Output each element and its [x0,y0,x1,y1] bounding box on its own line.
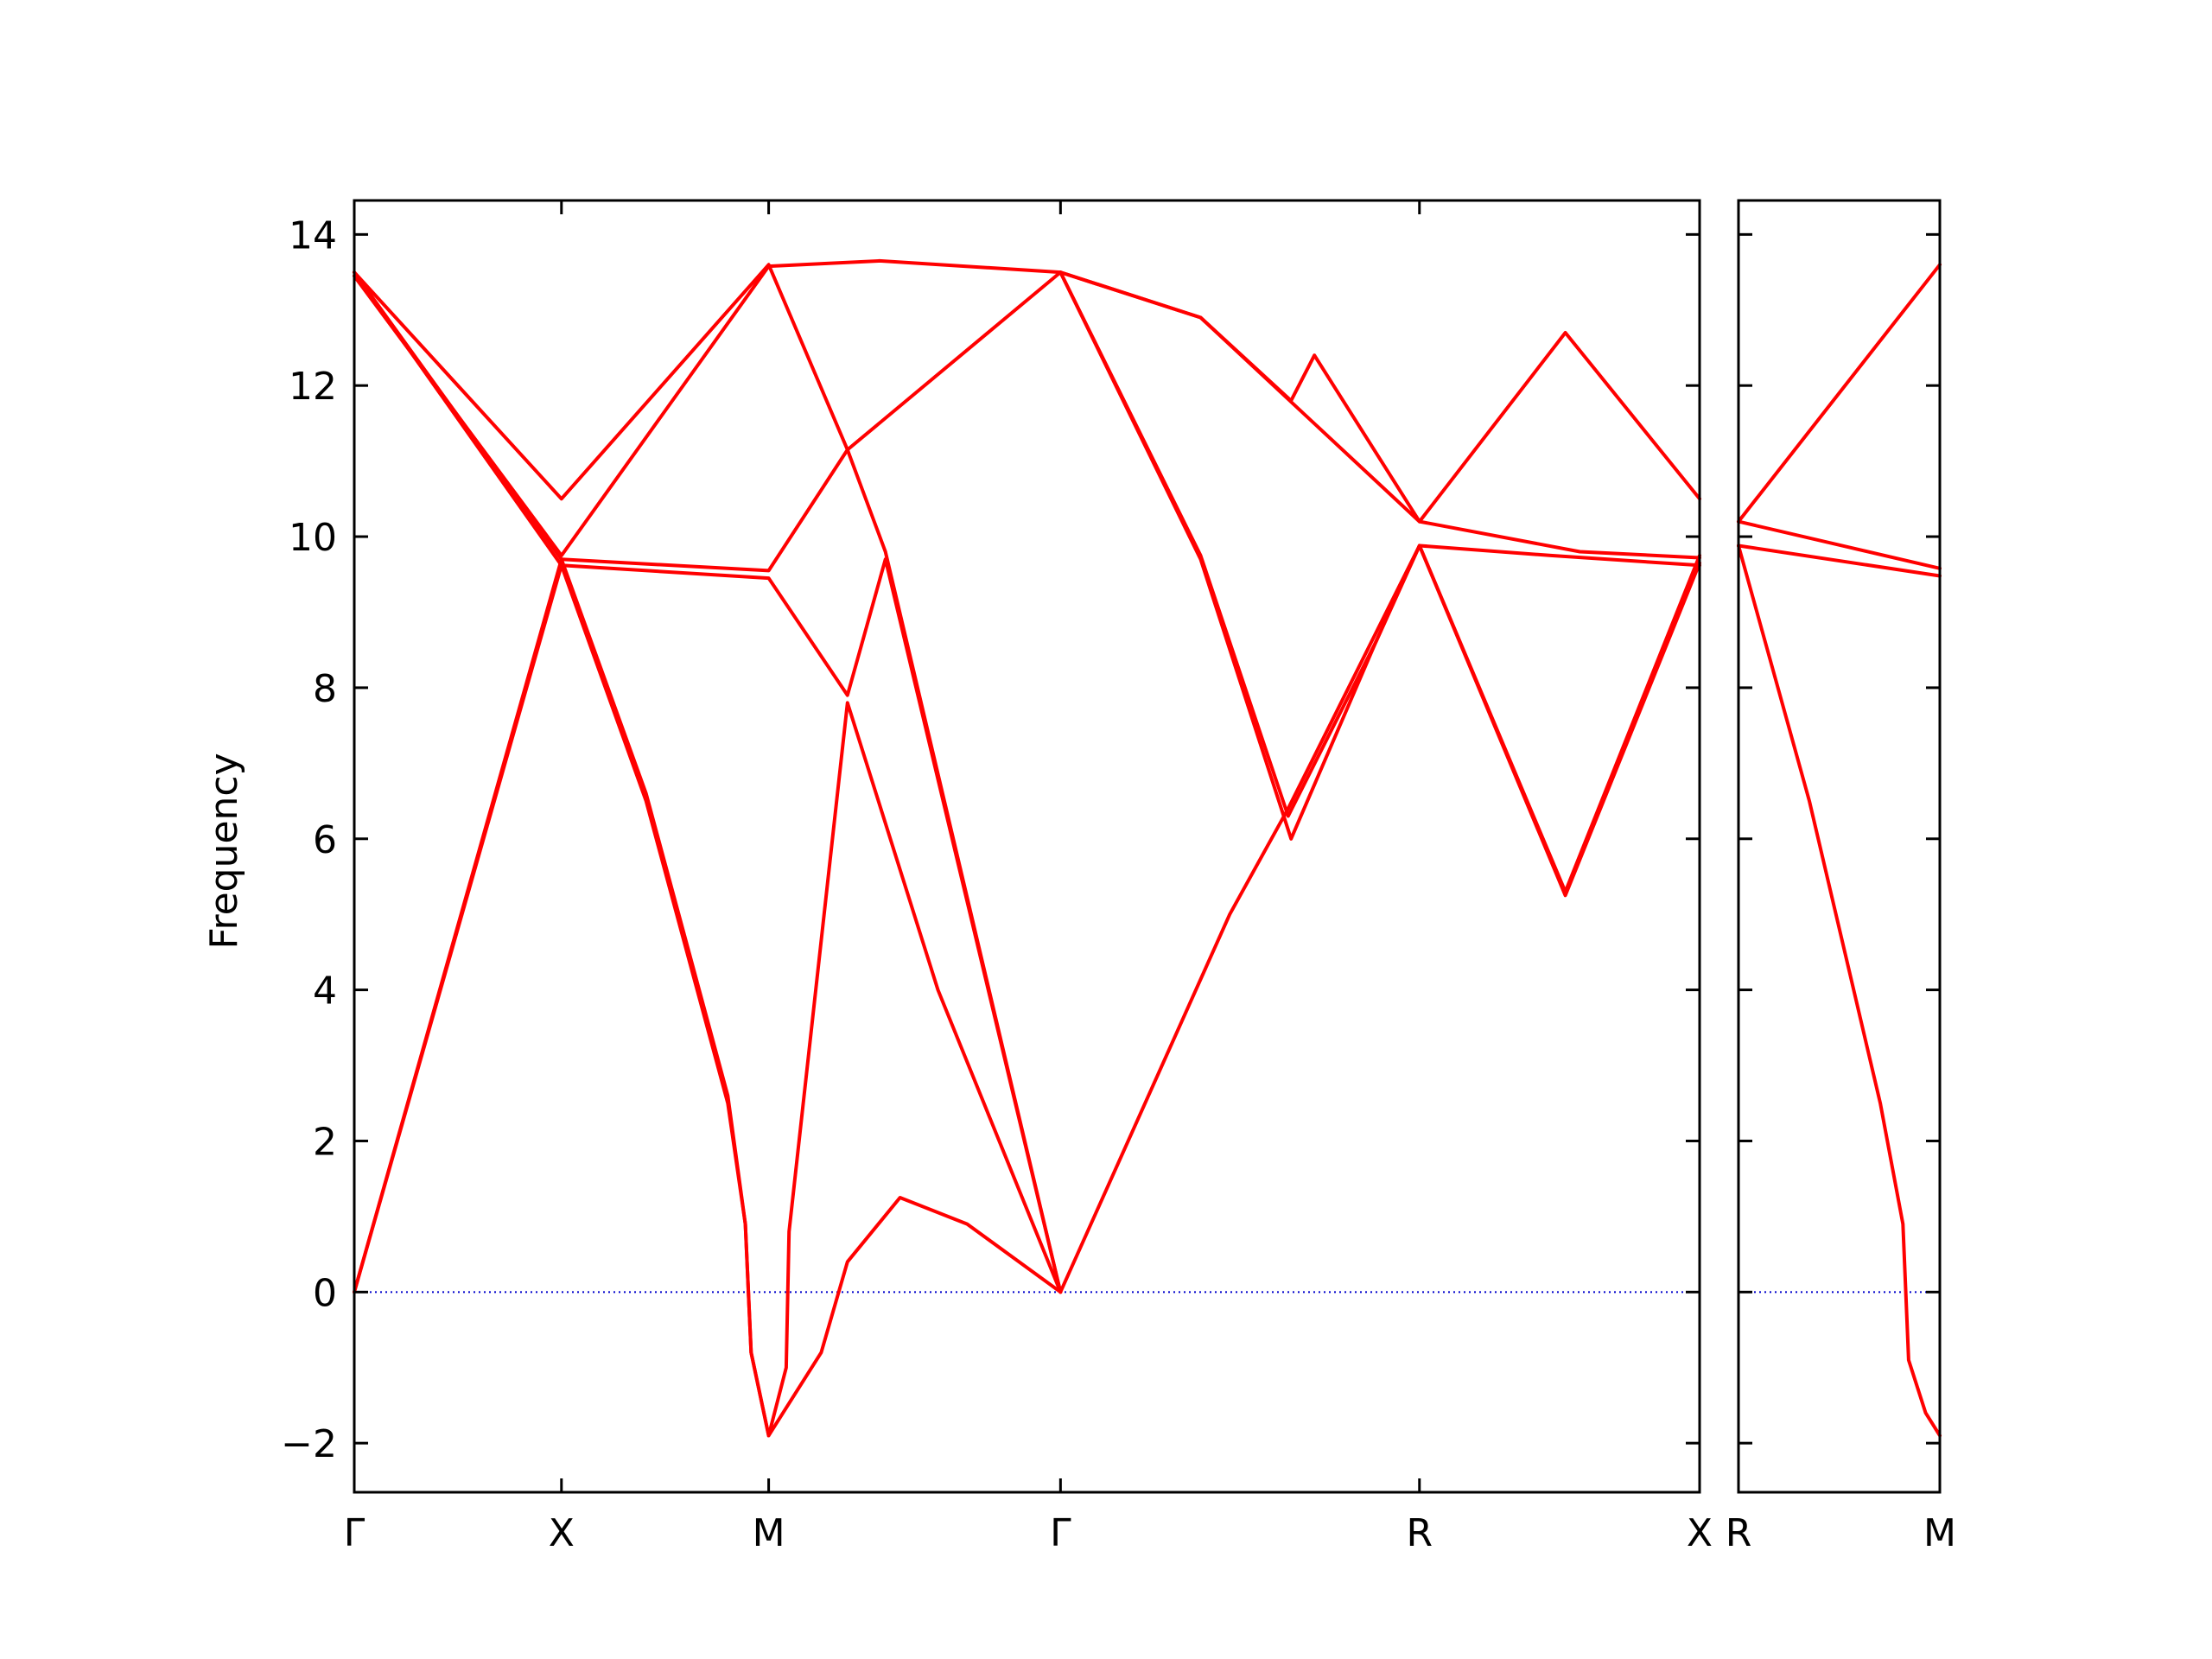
y-tick-label: 0 [313,1271,337,1315]
y-tick-label: 14 [289,213,337,257]
y-tick-label: 12 [289,365,337,409]
x-tick-label: R [1406,1511,1433,1555]
axis-title-layer: Frequency [202,753,246,949]
y-tick-label: 6 [313,818,337,862]
band-line-1 [1737,263,1942,524]
band-line-9 [1058,270,1701,524]
y-tick-label: 10 [289,516,337,560]
plot-frame [1737,199,1942,1494]
band-line-1 [353,270,1063,1294]
band-line-4 [353,270,1063,1438]
x-tick-label: X [1687,1511,1713,1555]
x-tick-label: M [753,1511,785,1555]
y-tick-label: −2 [281,1422,337,1466]
band-line-8 [1058,543,1701,1294]
x-tick-label: Γ [344,1511,365,1555]
band-line-5 [353,263,1063,1294]
y-tick-label: 4 [313,969,337,1014]
band-line-6 [353,258,1701,560]
x-tick-label: X [549,1511,575,1555]
plot-frame [353,199,1701,1494]
y-tick-label: 8 [313,667,337,711]
x-tick-label: M [1923,1511,1956,1555]
panel-main: Γ X M Γ R X −2 0 2 4 6 8 10 12 14 [281,199,1713,1555]
band-line-2 [353,557,1063,1294]
x-tick-label: Γ [1050,1511,1071,1555]
band-line-10 [1058,270,1701,893]
band-line-3 [1737,543,1942,578]
y-axis-title: Frequency [202,753,246,949]
y-tick-label: 2 [313,1120,337,1164]
band-line-7 [1058,270,1701,841]
x-tick-label: R [1726,1511,1752,1555]
band-line-2 [1737,519,1942,570]
band-line-4 [1737,543,1942,1438]
